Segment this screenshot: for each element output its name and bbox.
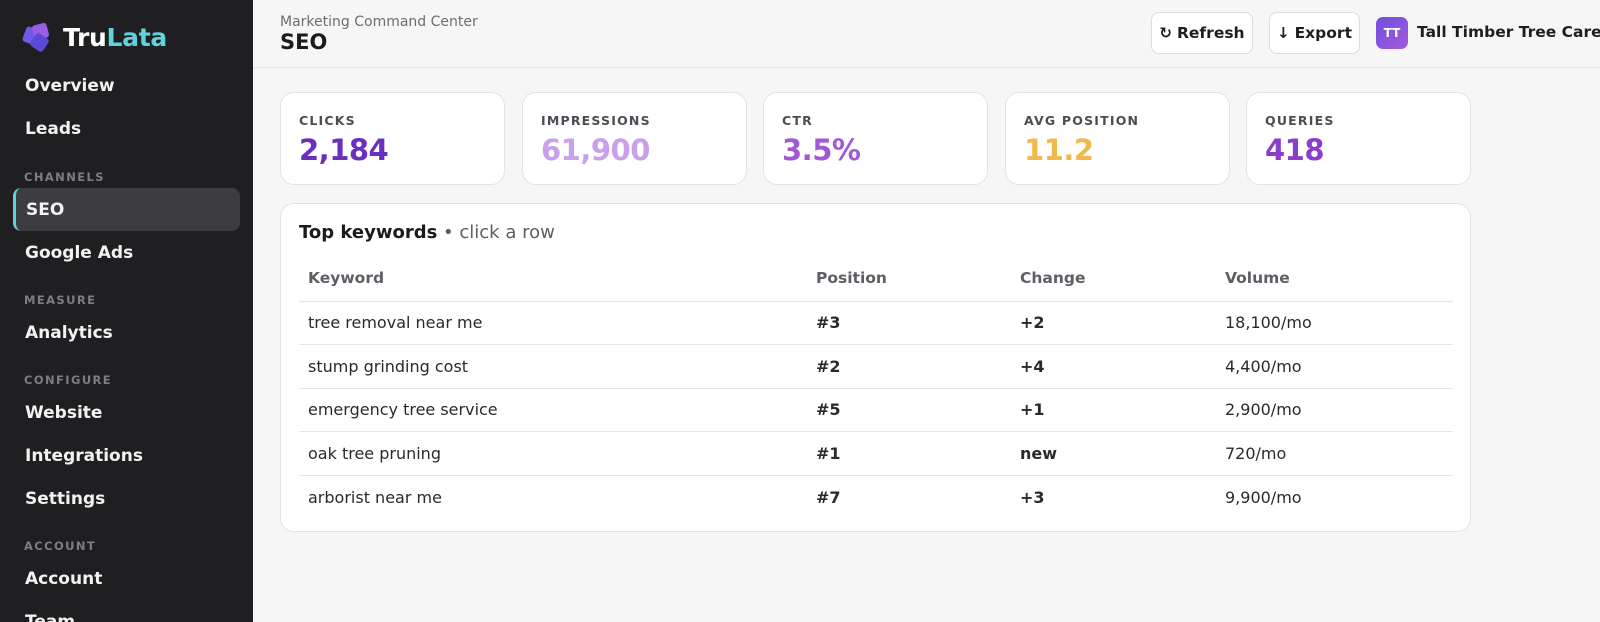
stat-card-impressions: IMPRESSIONS 61,900 [522,92,747,185]
stat-label: AVG POSITION [1024,113,1140,128]
section-label-configure: CONFIGURE [24,373,113,387]
cell-keyword: tree removal near me [299,301,807,345]
export-button[interactable]: ↓ Export [1269,12,1360,54]
stat-label: QUERIES [1265,113,1335,128]
page-title: SEO [280,30,328,54]
cell-volume: 2,900/mo [1216,388,1453,432]
cell-volume: 720/mo [1216,431,1453,476]
export-label: Export [1294,24,1352,42]
panel-title: Top keywords [299,222,438,243]
refresh-button[interactable]: ↻ Refresh [1151,12,1253,54]
cell-volume: 18,100/mo [1216,301,1453,345]
cell-change: +2 [1011,301,1216,345]
page-subtitle: Marketing Command Center [280,14,478,30]
stat-value: 418 [1265,133,1325,167]
column-header-change[interactable]: Change [1011,256,1216,302]
table-row[interactable]: arborist near me #7 +3 9,900/mo [299,475,1453,519]
table-row[interactable]: tree removal near me #3 +2 18,100/mo [299,301,1453,345]
stat-value: 2,184 [299,133,389,167]
panel-hint: • click a row [437,222,555,243]
cell-change: +1 [1011,388,1216,432]
section-label-account: ACCOUNT [24,539,97,553]
stat-card-avg-position: AVG POSITION 11.2 [1005,92,1230,185]
cell-keyword: arborist near me [308,487,442,507]
sidebar-item-label: Website [25,402,103,423]
sidebar-item-label: Integrations [25,445,143,466]
panel-heading: Top keywords • click a row [299,222,555,243]
cell-volume: 4,400/mo [1216,344,1453,389]
stat-card-clicks: CLICKS 2,184 [280,92,505,185]
section-label-measure: MEASURE [24,293,97,307]
cell-position: #5 [807,388,1011,432]
sidebar-item-account[interactable]: Account [13,557,240,600]
arrow-down-icon: ↓ [1277,24,1290,42]
cell-position: #1 [807,431,1011,476]
cell-position: #3 [807,301,1011,345]
sidebar-item-leads[interactable]: Leads [13,107,240,150]
top-keywords-panel: Top keywords • click a row Keyword Posit… [280,203,1471,532]
table-header-row: Keyword Position Change Volume [299,256,1453,302]
cell-keyword: stump grinding cost [299,344,807,389]
brand-name: TruLata [63,22,167,52]
sidebar-item-overview[interactable]: Overview [13,64,240,107]
sidebar-item-label: Settings [25,488,106,509]
column-header-keyword[interactable]: Keyword [299,256,807,302]
sidebar-item-label: Account [25,568,103,589]
table-row[interactable]: oak tree pruning #1 new 720/mo [299,431,1453,476]
cell-keyword: emergency tree service [299,388,807,432]
cell-volume: 9,900/mo [1225,487,1302,507]
stat-label: IMPRESSIONS [541,113,651,128]
stat-value: 11.2 [1024,133,1094,167]
cell-position: #2 [807,344,1011,389]
sidebar-item-label: Analytics [25,322,113,343]
puzzle-logo-icon [21,22,50,53]
column-header-volume[interactable]: Volume [1216,256,1453,302]
refresh-icon: ↻ [1159,24,1172,42]
cell-change: +3 [1020,487,1045,507]
org-name[interactable]: Tall Timber Tree Care [1417,23,1600,41]
column-header-position[interactable]: Position [807,256,1011,302]
avatar[interactable]: TT [1376,17,1408,49]
sidebar-item-google-ads[interactable]: Google Ads [13,231,240,274]
sidebar-item-label: Team [25,611,76,622]
stat-card-ctr: CTR 3.5% [763,92,988,185]
stat-value: 61,900 [541,133,650,167]
cell-position: #7 [816,487,841,507]
cell-change: new [1011,431,1216,476]
table-row[interactable]: emergency tree service #5 +1 2,900/mo [299,388,1453,432]
sidebar-item-label: Google Ads [25,242,134,263]
cell-change: +4 [1011,344,1216,389]
sidebar-item-label: SEO [26,199,65,220]
sidebar-item-website[interactable]: Website [13,391,240,434]
sidebar-item-analytics[interactable]: Analytics [13,311,240,354]
sidebar-item-settings[interactable]: Settings [13,477,240,520]
stat-card-queries: QUERIES 418 [1246,92,1471,185]
sidebar-item-integrations[interactable]: Integrations [13,434,240,477]
cell-keyword: oak tree pruning [299,431,807,476]
page-header: Marketing Command Center SEO ↻ Refresh ↓… [253,0,1600,68]
sidebar-item-label: Leads [25,118,82,139]
table-row[interactable]: stump grinding cost #2 +4 4,400/mo [299,344,1453,389]
sidebar: TruLata Overview Leads CHANNELS SEO Goog… [0,0,253,622]
sidebar-item-label: Overview [25,75,115,96]
stat-label: CLICKS [299,113,356,128]
refresh-label: Refresh [1176,24,1245,42]
sidebar-item-team[interactable]: Team [13,600,240,622]
section-label-channels: CHANNELS [24,170,105,184]
keywords-table: Keyword Position Change Volume tree remo… [299,256,1453,519]
brand-logo[interactable]: TruLata [21,22,167,53]
stat-value: 3.5% [782,133,861,167]
sidebar-item-seo[interactable]: SEO [13,188,240,231]
stat-label: CTR [782,113,813,128]
